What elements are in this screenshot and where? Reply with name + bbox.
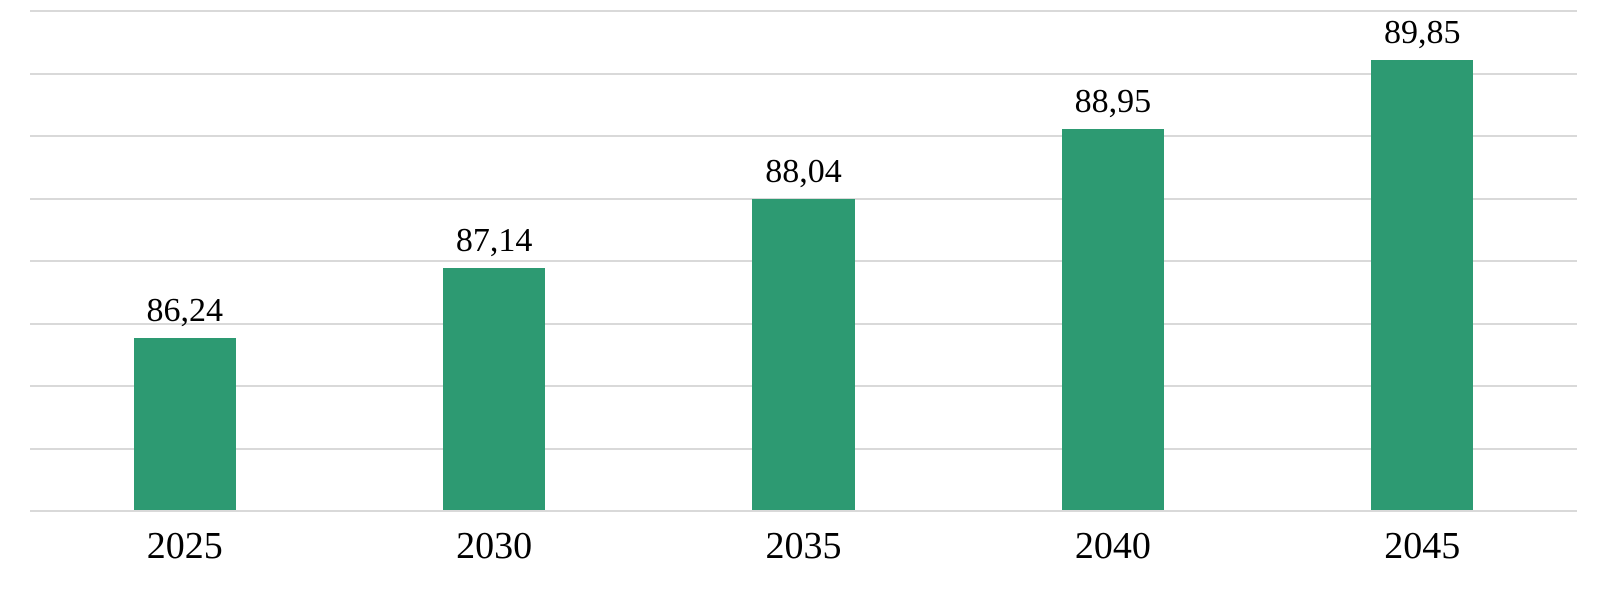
bar-value-label: 86,24 xyxy=(146,292,223,330)
bars-layer: 86,24 87,14 88,04 88,95 89,85 xyxy=(30,10,1577,510)
bar xyxy=(134,338,236,510)
bar-value-label: 87,14 xyxy=(456,222,533,260)
bar xyxy=(1371,60,1473,510)
bar-value-label: 89,85 xyxy=(1384,14,1461,52)
bar xyxy=(1062,129,1164,510)
bar-chart: 86,2487,1488,0488,9589,85 20252030203520… xyxy=(0,0,1607,591)
x-axis-label: 2045 xyxy=(1384,524,1460,568)
bar-value-label: 88,04 xyxy=(765,153,842,191)
x-axis-label: 2035 xyxy=(766,524,842,568)
x-axis-label: 2030 xyxy=(456,524,532,568)
plot-area: 86,24 87,14 88,04 88,95 89,85 xyxy=(30,10,1577,510)
x-axis: 2025 2030 2035 2040 2045 xyxy=(30,524,1577,584)
bar xyxy=(752,199,854,510)
x-axis-label: 2040 xyxy=(1075,524,1151,568)
x-axis-label: 2025 xyxy=(147,524,223,568)
bar-value-label: 88,95 xyxy=(1075,83,1152,121)
gridline xyxy=(30,510,1577,512)
bar xyxy=(443,268,545,510)
